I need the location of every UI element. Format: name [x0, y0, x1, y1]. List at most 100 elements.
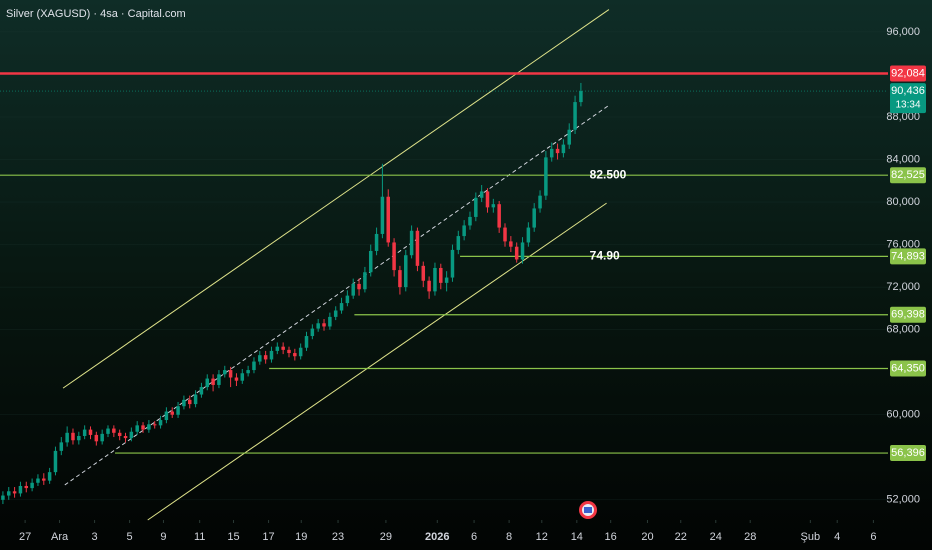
candle-body: [77, 435, 81, 441]
candle-body: [1, 495, 5, 500]
candle-body: [345, 295, 350, 304]
event-icon[interactable]: [579, 501, 597, 519]
candle-body: [409, 230, 414, 256]
drawing-layer: 82.500 74.90: [0, 9, 888, 521]
candle-body: [392, 242, 396, 271]
candle-body: [252, 361, 256, 371]
candle-body: [538, 195, 542, 209]
candle-body: [555, 148, 560, 154]
candle-body: [18, 485, 23, 494]
x-tick-label: 29: [380, 531, 392, 543]
candle-body: [404, 255, 408, 288]
candle-body: [293, 353, 297, 357]
candle-body: [217, 374, 221, 385]
candle-body: [304, 336, 309, 348]
candle-body: [182, 399, 186, 407]
candle-body: [497, 204, 501, 228]
candle-body: [234, 377, 239, 381]
candle-body: [386, 196, 390, 243]
candle-body: [106, 428, 110, 434]
x-tick-label: 20: [641, 531, 653, 543]
y-tick-label: 60,000: [886, 409, 920, 421]
x-tick-label: 9: [160, 531, 166, 543]
candle-body: [298, 347, 303, 357]
candle-body: [164, 411, 169, 421]
x-tick-label: 22: [675, 531, 687, 543]
candle-body: [333, 310, 338, 317]
candle-body: [310, 328, 315, 337]
x-tick-label: 5: [127, 531, 133, 543]
candle-body: [339, 303, 344, 311]
candle-body: [258, 355, 262, 362]
axis-layer: 96,000 88,000 84,000 80,000 76,000 72,000 68,0…: [19, 26, 926, 543]
candle-body: [141, 425, 145, 430]
price-level-label: 74,893: [891, 250, 925, 262]
candle-body: [509, 241, 513, 247]
candle-body: [170, 411, 174, 415]
candle-body: [269, 350, 274, 360]
y-tick-label: 88,000: [886, 111, 920, 123]
candle-body: [526, 227, 531, 243]
x-tick-label: 23: [332, 531, 344, 543]
price-level-tag: [890, 248, 926, 265]
candle-body: [30, 482, 34, 489]
x-tick-label: 2026: [425, 531, 449, 543]
price-level-label: 64,350: [891, 362, 925, 374]
y-tick-label: 80,000: [886, 196, 920, 208]
x-tick-label: 27: [19, 531, 31, 543]
y-tick-label: 96,000: [886, 26, 920, 38]
candle-body: [328, 316, 332, 327]
candle-body: [65, 432, 69, 443]
candle-body: [363, 272, 367, 290]
candle-body: [94, 434, 99, 442]
candle-body: [479, 191, 484, 198]
candles-layer: [1, 82, 583, 505]
candle-body: [112, 428, 116, 433]
candle-body: [427, 280, 431, 292]
candle-body: [176, 406, 180, 415]
candle-body: [36, 478, 40, 483]
price-level-label: 69,398: [891, 309, 925, 321]
x-tick-label: 6: [471, 531, 477, 543]
price-level-tag: [890, 445, 926, 462]
candle-body: [544, 157, 548, 196]
x-tick-label: Ara: [51, 531, 69, 543]
candle-body: [240, 373, 245, 381]
candle-body: [129, 431, 134, 439]
candle-body: [42, 478, 46, 481]
candle-body: [123, 435, 128, 439]
x-tick-label: 15: [227, 531, 239, 543]
candle-body: [228, 370, 233, 378]
candle-body: [415, 230, 420, 266]
candle-body: [439, 267, 443, 283]
x-tick-label: 16: [605, 531, 617, 543]
candle-body: [7, 491, 11, 496]
candle-body: [374, 233, 379, 251]
candle-body: [368, 250, 373, 273]
y-tick-label: 52,000: [886, 494, 920, 506]
countdown: 13:34: [895, 100, 920, 111]
last-price-label: 90,436: [891, 85, 925, 97]
candle-body: [549, 148, 554, 158]
candle-body: [53, 450, 58, 473]
x-tick-label: 24: [710, 531, 722, 543]
x-tick-label: 28: [744, 531, 756, 543]
x-tick-label: 19: [295, 531, 307, 543]
x-tick-label: 3: [92, 531, 98, 543]
candle-body: [135, 425, 139, 432]
last-price-tag: [890, 83, 926, 114]
candle-body: [503, 227, 507, 242]
y-tick-label: 72,000: [886, 281, 920, 293]
x-tick-label: 11: [194, 531, 205, 543]
candle-body: [82, 429, 87, 436]
candle-body: [263, 355, 268, 360]
x-tick-label: 8: [506, 531, 512, 543]
x-tick-label: 6: [870, 531, 876, 543]
candle-body: [322, 323, 326, 327]
candle-body: [223, 370, 227, 375]
candle-body: [561, 144, 566, 154]
candle-body: [193, 394, 198, 405]
candle-body: [357, 283, 361, 290]
